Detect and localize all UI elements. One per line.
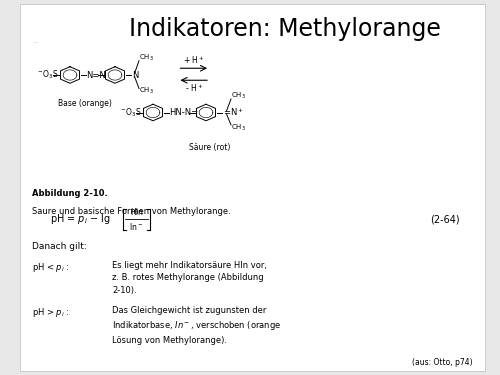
Text: Danach gilt:: Danach gilt: [32,242,88,251]
Text: pH < $p_i$ :: pH < $p_i$ : [32,261,70,274]
Text: $^-$O$_3$S: $^-$O$_3$S [36,69,59,81]
Text: - H$^+$: - H$^+$ [185,82,203,94]
Text: pH > $p_i$ :: pH > $p_i$ : [32,306,70,319]
Text: Base (orange): Base (orange) [58,99,112,108]
Text: Saure und basische Formen von Methylorange.: Saure und basische Formen von Methyloran… [32,207,231,216]
Text: Indikatoren: Methylorange: Indikatoren: Methylorange [129,17,441,41]
Text: CH$_3$: CH$_3$ [139,53,154,63]
Text: Säure (rot): Säure (rot) [190,143,230,152]
Text: (2-64): (2-64) [430,214,460,224]
Text: Es liegt mehr Indikatorsäure HIn vor,
z. B. rotes Methylorange (Abbildung
2-10).: Es liegt mehr Indikatorsäure HIn vor, z.… [112,261,268,295]
Text: $^-$O$_3$S: $^-$O$_3$S [119,106,142,119]
FancyBboxPatch shape [20,4,485,371]
Text: N=N: N=N [86,70,106,80]
Text: HN-N=: HN-N= [170,108,198,117]
Text: ...: ... [32,39,38,44]
Text: CH$_3$: CH$_3$ [231,122,246,133]
Text: pH = $p_i$ $-$ lg: pH = $p_i$ $-$ lg [50,212,110,226]
Text: =N$^+$: =N$^+$ [223,106,244,118]
Text: CH$_3$: CH$_3$ [139,86,154,96]
Text: N: N [132,70,138,80]
Text: Abbildung 2-10.: Abbildung 2-10. [32,189,108,198]
Text: + H$^+$: + H$^+$ [183,54,205,66]
Text: Das Gleichgewicht ist zugunsten der
Indikatorbase, $In^-$, verschoben (orange
Lö: Das Gleichgewicht ist zugunsten der Indi… [112,306,282,345]
Text: HIn: HIn [130,208,142,217]
Text: (aus: Otto, p74): (aus: Otto, p74) [412,358,472,367]
Text: In$^-$: In$^-$ [129,221,144,232]
Text: CH$_3$: CH$_3$ [231,91,246,101]
